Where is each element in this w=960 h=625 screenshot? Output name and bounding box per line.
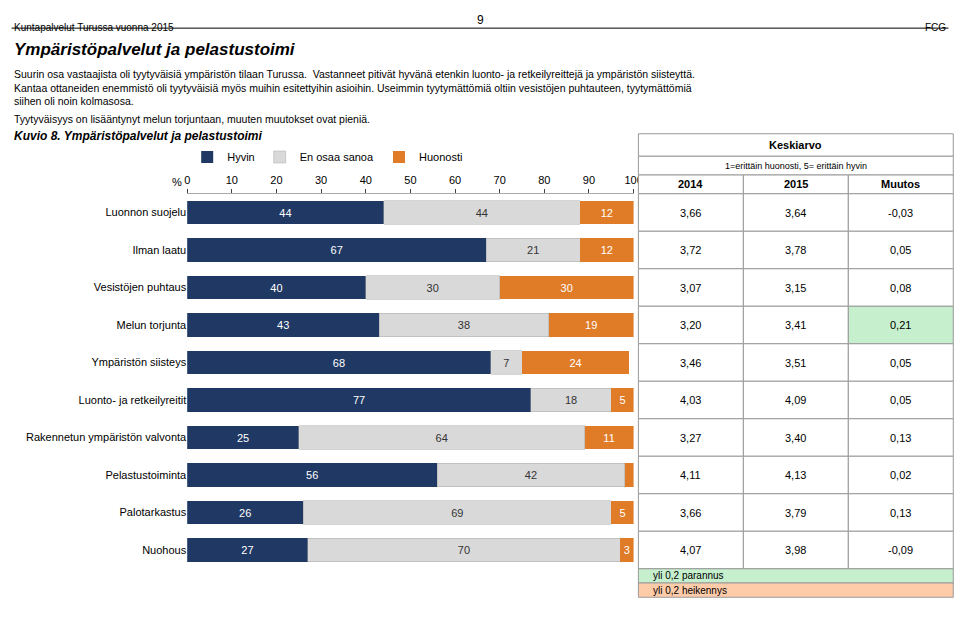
svg-text:77: 77 <box>353 394 365 406</box>
svg-text:4,03: 4,03 <box>680 394 701 406</box>
svg-text:3,64: 3,64 <box>785 207 806 219</box>
svg-text:Tyytyväisyys on lisääntynyt me: Tyytyväisyys on lisääntynyt melun torjun… <box>14 113 370 125</box>
svg-text:Muutos: Muutos <box>881 178 920 190</box>
svg-text:0,05: 0,05 <box>890 394 911 406</box>
svg-text:3: 3 <box>624 544 630 556</box>
svg-text:3,66: 3,66 <box>680 507 701 519</box>
svg-text:Hyvin: Hyvin <box>227 151 255 163</box>
svg-text:21: 21 <box>527 244 539 256</box>
svg-text:9: 9 <box>477 13 484 27</box>
svg-text:-0,09: -0,09 <box>888 544 913 556</box>
svg-text:42: 42 <box>525 469 537 481</box>
svg-text:40: 40 <box>360 174 372 186</box>
svg-text:90: 90 <box>583 174 595 186</box>
svg-text:3,20: 3,20 <box>680 319 701 331</box>
svg-text:Melun torjunta: Melun torjunta <box>116 319 187 331</box>
svg-text:Keskiarvo: Keskiarvo <box>769 139 822 151</box>
svg-text:Ympäristön siisteys: Ympäristön siisteys <box>91 356 186 368</box>
svg-text:30: 30 <box>315 174 327 186</box>
svg-text:68: 68 <box>333 357 345 369</box>
svg-text:38: 38 <box>458 319 470 331</box>
svg-text:12: 12 <box>601 244 613 256</box>
svg-text:43: 43 <box>277 319 289 331</box>
svg-text:2015: 2015 <box>784 178 808 190</box>
svg-text:80: 80 <box>538 174 550 186</box>
svg-text:7: 7 <box>503 357 509 369</box>
svg-text:3,07: 3,07 <box>680 282 701 294</box>
svg-text:70: 70 <box>458 544 470 556</box>
svg-text:2014: 2014 <box>678 178 703 190</box>
svg-text:FCG: FCG <box>925 22 946 33</box>
svg-text:Vesistöjen puhtaus: Vesistöjen puhtaus <box>94 281 187 293</box>
svg-text:56: 56 <box>306 469 318 481</box>
svg-text:3,27: 3,27 <box>680 432 701 444</box>
svg-text:40: 40 <box>270 282 282 294</box>
svg-text:12: 12 <box>601 207 613 219</box>
svg-text:Luonnon suojelu: Luonnon suojelu <box>105 206 186 218</box>
svg-text:3,15: 3,15 <box>785 282 806 294</box>
svg-text:Kuvio 8. Ympäristöpalvelut ja: Kuvio 8. Ympäristöpalvelut ja pelastusto… <box>14 129 263 143</box>
svg-text:5: 5 <box>619 507 625 519</box>
svg-text:27: 27 <box>241 544 253 556</box>
svg-text:4,11: 4,11 <box>680 469 701 481</box>
svg-text:Rakennetun ympäristön valvonta: Rakennetun ympäristön valvonta <box>26 431 187 443</box>
svg-text:30: 30 <box>427 282 439 294</box>
svg-text:69: 69 <box>451 507 463 519</box>
svg-text:3,41: 3,41 <box>785 319 806 331</box>
svg-text:11: 11 <box>603 432 614 444</box>
svg-text:67: 67 <box>331 244 343 256</box>
svg-text:3,79: 3,79 <box>785 507 806 519</box>
svg-text:5: 5 <box>619 394 625 406</box>
svg-text:0,05: 0,05 <box>890 357 911 369</box>
svg-text:4,13: 4,13 <box>785 469 806 481</box>
svg-text:100: 100 <box>624 174 642 186</box>
svg-text:Suurin osa vastaajista oli tyy: Suurin osa vastaajista oli tyytyväisiä y… <box>14 68 695 107</box>
svg-text:Huonosti: Huonosti <box>419 151 462 163</box>
svg-text:yli 0,2 parannus: yli 0,2 parannus <box>653 570 724 581</box>
svg-text:26: 26 <box>239 507 251 519</box>
svg-text:3,46: 3,46 <box>680 357 701 369</box>
svg-text:50: 50 <box>404 174 416 186</box>
svg-text:0: 0 <box>184 174 190 186</box>
svg-text:Luonto- ja retkeilyreitit: Luonto- ja retkeilyreitit <box>79 394 187 406</box>
svg-text:3,40: 3,40 <box>785 432 806 444</box>
svg-text:3,78: 3,78 <box>785 244 806 256</box>
svg-text:64: 64 <box>436 432 448 444</box>
svg-text:3,51: 3,51 <box>785 357 806 369</box>
svg-text:En osaa sanoa: En osaa sanoa <box>300 151 374 163</box>
svg-text:20: 20 <box>270 174 282 186</box>
svg-text:3,72: 3,72 <box>680 244 701 256</box>
svg-text:19: 19 <box>585 319 597 331</box>
svg-text:0,08: 0,08 <box>890 282 911 294</box>
svg-text:44: 44 <box>476 207 488 219</box>
svg-text:Ilman laatu: Ilman laatu <box>132 244 186 256</box>
svg-text:60: 60 <box>449 174 461 186</box>
svg-text:Nuohous: Nuohous <box>142 544 187 556</box>
svg-text:1=erittäin huonosti, 5= erittä: 1=erittäin huonosti, 5= erittäin hyvin <box>725 161 867 171</box>
svg-text:Palotarkastus: Palotarkastus <box>120 506 187 518</box>
svg-text:70: 70 <box>494 174 506 186</box>
svg-text:%: % <box>172 176 182 188</box>
svg-text:3,66: 3,66 <box>680 207 701 219</box>
svg-text:yli 0,2 heikennys: yli 0,2 heikennys <box>653 585 727 596</box>
svg-text:4,09: 4,09 <box>785 394 806 406</box>
svg-text:0,13: 0,13 <box>890 507 911 519</box>
svg-text:-0,03: -0,03 <box>888 207 913 219</box>
svg-text:0,21: 0,21 <box>890 319 911 331</box>
svg-text:Kuntapalvelut Turussa vuonna 2: Kuntapalvelut Turussa vuonna 2015 <box>14 22 174 33</box>
svg-text:18: 18 <box>565 394 577 406</box>
svg-text:25: 25 <box>237 432 249 444</box>
svg-text:44: 44 <box>279 207 291 219</box>
svg-text:Pelastustoiminta: Pelastustoiminta <box>105 469 187 481</box>
svg-text:0,13: 0,13 <box>890 432 911 444</box>
svg-text:10: 10 <box>226 174 238 186</box>
svg-text:0,05: 0,05 <box>890 244 911 256</box>
svg-text:30: 30 <box>561 282 573 294</box>
svg-text:4,07: 4,07 <box>680 544 701 556</box>
svg-text:Ympäristöpalvelut ja pelastust: Ympäristöpalvelut ja pelastustoimi <box>14 40 296 59</box>
svg-text:24: 24 <box>569 357 581 369</box>
svg-text:3,98: 3,98 <box>785 544 806 556</box>
svg-text:0,02: 0,02 <box>890 469 911 481</box>
